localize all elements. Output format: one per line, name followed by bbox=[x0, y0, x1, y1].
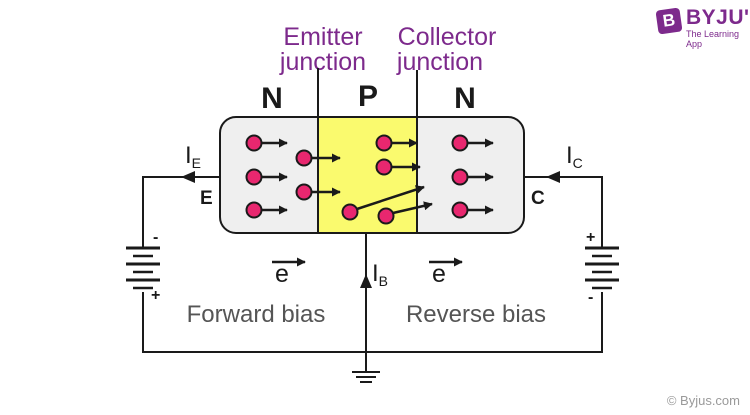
emitter-current-arrow bbox=[181, 171, 195, 183]
battery-right bbox=[585, 246, 619, 290]
electron-flow-left-label: e bbox=[275, 260, 289, 288]
brand-logo-icon: B bbox=[655, 7, 683, 35]
battery-left-bottom-sign: + bbox=[151, 287, 160, 304]
electron bbox=[377, 207, 395, 225]
copyright-label: © Byjus.com bbox=[667, 393, 740, 408]
electron-flow-right-label: e bbox=[432, 260, 446, 288]
battery-left-top-sign: - bbox=[153, 229, 158, 246]
battery-right-bottom-sign: - bbox=[588, 289, 593, 306]
electron bbox=[245, 168, 263, 186]
reverse-bias-label: Reverse bias bbox=[406, 301, 546, 328]
ground-icon bbox=[352, 371, 380, 383]
region-n-left-label: N bbox=[261, 82, 283, 115]
ie-label: IE bbox=[185, 142, 201, 171]
collector-current-arrow bbox=[546, 171, 560, 183]
region-n-right-label: N bbox=[454, 82, 476, 115]
battery-left bbox=[126, 246, 160, 290]
electron bbox=[451, 201, 469, 219]
electron bbox=[295, 149, 313, 167]
collector-junction-label-line2: junction bbox=[396, 48, 483, 76]
ic-label: IC bbox=[566, 142, 583, 171]
ib-label: IB bbox=[372, 260, 388, 289]
electron bbox=[245, 201, 263, 219]
forward-bias-label: Forward bias bbox=[187, 301, 326, 328]
brand-name: BYJU'S bbox=[686, 6, 750, 29]
emitter-junction-label-line2: junction bbox=[279, 48, 366, 76]
emitter-terminal-label: E bbox=[200, 188, 213, 209]
electron bbox=[341, 203, 359, 221]
circuit-wires bbox=[142, 176, 603, 372]
wire-bottom bbox=[142, 292, 603, 353]
electrons bbox=[245, 134, 494, 225]
electron bbox=[375, 134, 393, 152]
battery-right-top-sign: + bbox=[586, 229, 595, 246]
collector-junction-label-line1: Collector bbox=[398, 23, 497, 51]
collector-terminal-label: C bbox=[531, 188, 545, 209]
electron bbox=[245, 134, 263, 152]
region-p-label: P bbox=[358, 80, 378, 113]
electron bbox=[451, 168, 469, 186]
electron bbox=[451, 134, 469, 152]
p-region bbox=[317, 116, 418, 234]
emitter-junction-label-line1: Emitter bbox=[283, 23, 362, 51]
brand-tagline: The Learning App bbox=[686, 29, 740, 49]
base-current-arrow bbox=[360, 274, 372, 288]
electron bbox=[295, 183, 313, 201]
electron bbox=[375, 158, 393, 176]
